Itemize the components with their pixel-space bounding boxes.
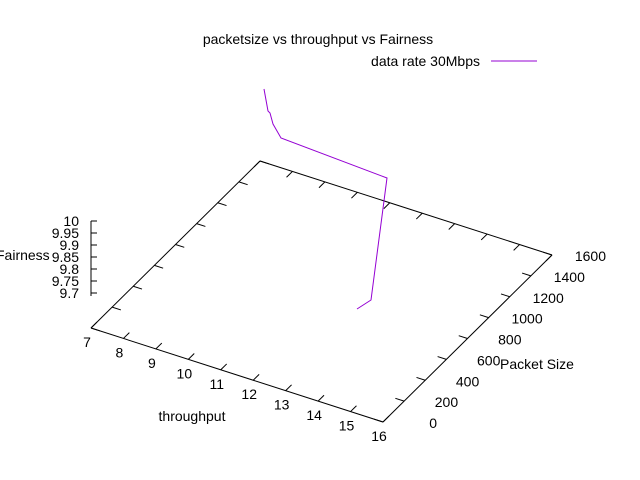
y-axis-label: Packet Size: [500, 356, 574, 372]
y-tick-mark: [543, 251, 553, 256]
base-edge-back: [259, 160, 553, 256]
x-tick-mark-back: [545, 254, 553, 262]
z-tick-label: 9.85: [52, 249, 79, 265]
x-tick-mark-back: [286, 171, 293, 178]
axes-box: [90, 160, 553, 423]
x-tick-mark-back: [253, 160, 261, 168]
x-axis-label: throughput: [159, 408, 226, 424]
y-tick-mark: [395, 397, 405, 402]
z-tick-label: 9.8: [60, 261, 80, 277]
x-tick-mark-back: [415, 212, 423, 220]
y-tick-label: 1000: [511, 311, 542, 327]
y-tick-mark: [437, 356, 447, 360]
x-tick-label: 11: [210, 376, 225, 392]
x-tick-label: 13: [274, 397, 290, 413]
z-tick-label: 9.75: [52, 273, 79, 289]
x-axis-line: [90, 327, 384, 423]
x-tick-mark-back: [351, 191, 358, 199]
y-tick-label: 200: [435, 394, 459, 410]
y-tick-mark-back: [133, 285, 143, 290]
z-tick-label: 9.95: [52, 225, 79, 241]
z-tick-label: 9.7: [60, 285, 80, 301]
x-tick-label: 14: [306, 407, 322, 423]
x-tick-label: 12: [241, 386, 257, 402]
x-tick-mark: [187, 353, 195, 360]
chart-title: packetsize vs throughput vs Fairness: [203, 31, 433, 47]
y-tick-label: 800: [498, 332, 522, 348]
legend-label: data rate 30Mbps: [371, 53, 480, 69]
x-tick-mark: [285, 384, 292, 392]
x-tick-mark: [317, 394, 325, 402]
x-tick-mark: [382, 415, 390, 423]
x-tick-label: 8: [116, 344, 124, 360]
y-axis-ticks: 0 200 400 600 800 1000 1200 1400 1600: [90, 160, 606, 431]
x-tick-mark: [90, 321, 98, 329]
z-tick-label: 10: [63, 213, 79, 229]
y-tick-mark: [458, 335, 468, 339]
legend: data rate 30Mbps: [371, 53, 537, 69]
y-tick-mark-back: [238, 181, 248, 186]
z-tick-label: 9.9: [60, 237, 80, 253]
z-axis-label: Fairness: [0, 247, 50, 263]
y-tick-label: 400: [456, 373, 480, 389]
x-tick-mark: [155, 342, 163, 350]
x-tick-label: 9: [148, 355, 156, 371]
x-tick-mark-back: [448, 223, 456, 230]
x-tick-label: 16: [371, 428, 387, 444]
y-tick-mark-back: [217, 202, 227, 207]
x-tick-mark: [252, 374, 260, 381]
x-tick-label: 7: [83, 334, 91, 350]
series-line: [263, 88, 388, 310]
y-tick-mark-back: [111, 306, 122, 311]
y-tick-label: 1200: [533, 290, 564, 306]
y-tick-mark-back: [90, 327, 100, 332]
y-tick-mark-back: [259, 160, 269, 165]
y-tick-label: 1400: [554, 269, 585, 285]
y-tick-mark: [416, 376, 426, 381]
x-tick-mark: [350, 405, 357, 412]
y-tick-mark: [374, 418, 384, 423]
x-tick-mark: [220, 363, 228, 371]
x-tick-label: 10: [177, 365, 193, 381]
x-axis-ticks: 7 8 9 10 11 12 13 14 15 16: [83, 160, 553, 444]
x-tick-mark-back: [513, 244, 520, 251]
x-tick-label: 15: [339, 418, 355, 434]
x-tick-mark-back: [318, 181, 326, 189]
y-tick-mark: [521, 272, 532, 277]
y-tick-mark-back: [175, 244, 185, 248]
x-tick-mark-back: [383, 202, 391, 209]
x-tick-mark: [123, 332, 130, 339]
y-tick-mark: [479, 314, 489, 319]
y-tick-label: 1600: [575, 248, 606, 264]
y-tick-mark-back: [196, 223, 206, 227]
series-layer: [263, 88, 388, 310]
y-tick-mark-back: [154, 264, 164, 269]
y-tick-label: 600: [477, 352, 501, 368]
x-tick-mark-back: [480, 233, 488, 241]
y-tick-mark: [500, 293, 510, 298]
y-tick-label: 0: [429, 415, 437, 431]
